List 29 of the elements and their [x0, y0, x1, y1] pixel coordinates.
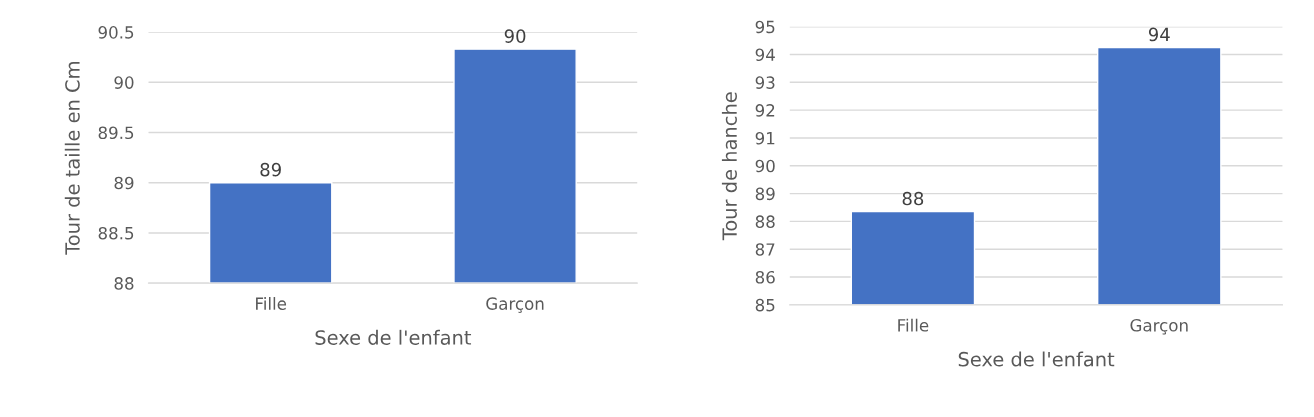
data-label: 94: [1148, 27, 1170, 42]
y-tick-label: 89.5: [98, 126, 134, 140]
y-tick-label: 92: [755, 104, 775, 117]
y-tick-label: 91: [755, 131, 775, 145]
y-axis-title: Tour de taille en Cm: [64, 62, 80, 255]
y-tick-label: 89: [114, 176, 134, 190]
y-tick-label: 90: [755, 159, 775, 173]
data-label: 90: [504, 29, 526, 43]
x-axis-title: Sexe de l'enfant: [958, 351, 1115, 367]
y-tick-label: 90: [114, 76, 134, 89]
y-tick-label: 88.5: [98, 226, 134, 240]
x-tick-label: Garçon: [486, 297, 544, 313]
data-label: 89: [260, 162, 281, 177]
y-tick-label: 90.5: [98, 26, 134, 39]
y-tick-label: 88: [755, 215, 775, 228]
x-tick-label: Garçon: [1130, 319, 1188, 335]
data-label: 88: [902, 191, 924, 206]
x-tick-label: Fille: [898, 318, 929, 332]
y-tick-label: 94: [755, 48, 775, 62]
y-tick-label: 87: [755, 243, 775, 256]
y-tick-label: 86: [755, 270, 775, 284]
x-axis-title: Sexe de l'enfant: [315, 329, 472, 345]
y-tick-label: 88: [114, 277, 134, 290]
y-tick-label: 93: [755, 76, 775, 89]
y-tick-label: 85: [755, 298, 775, 312]
y-axis-title: Tour de hanche: [721, 92, 737, 241]
y-tick-label: 89: [755, 187, 775, 201]
x-tick-label: Fille: [256, 297, 287, 310]
y-tick-label: 95: [755, 20, 775, 34]
